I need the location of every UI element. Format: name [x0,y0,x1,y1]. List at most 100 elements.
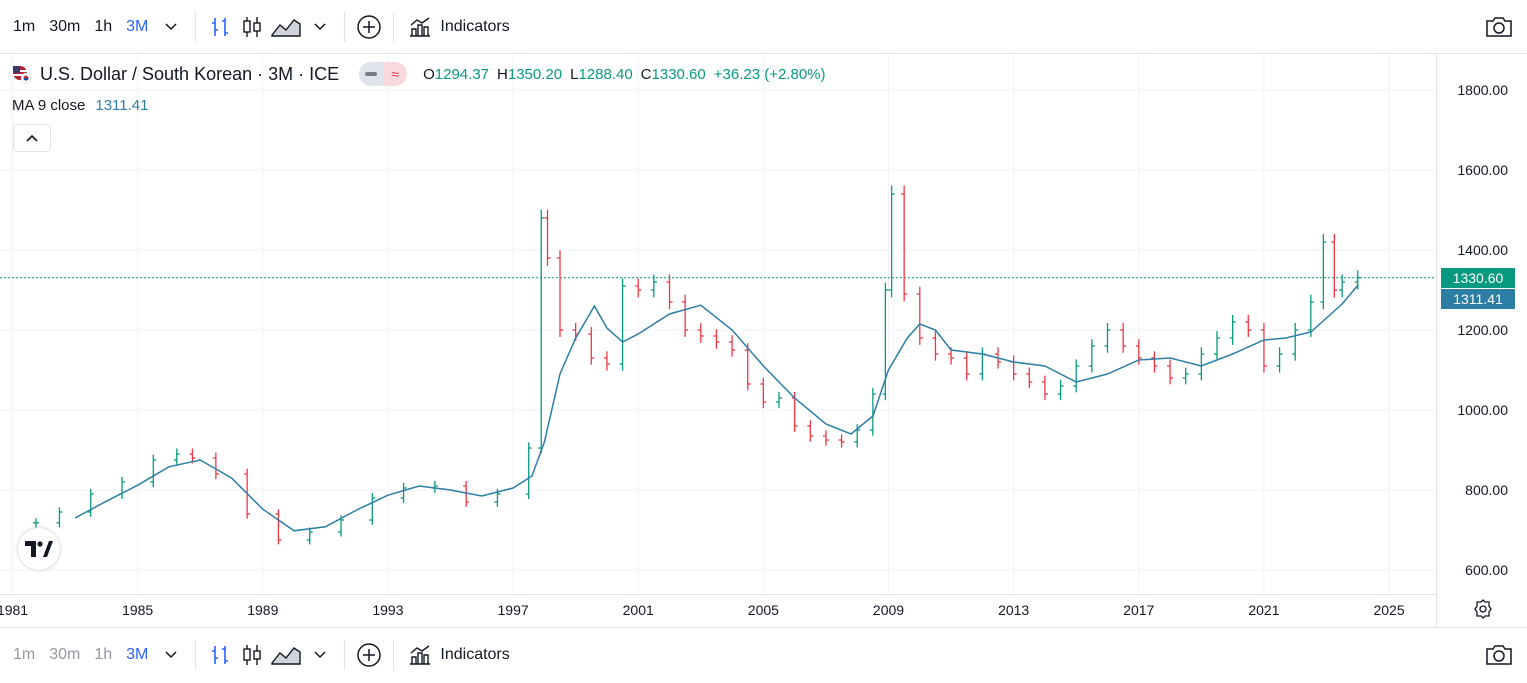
open-label: O [423,65,435,83]
ohlc-bar [1331,233,1338,298]
last-price-tag: 1330.60 [1441,267,1515,288]
compare-add-icon[interactable] [353,639,385,671]
indicators-button-bottom[interactable]: Indicators [402,644,515,666]
ohlc-bar [525,442,532,499]
time-tick-label: 2017 [1123,602,1154,618]
time-tick-label: 2001 [623,602,654,618]
interval-3M-bottom[interactable]: 3M [126,645,149,663]
ohlc-bar [400,482,407,503]
toolbar-divider [195,11,197,42]
time-tick-label: 1993 [372,602,403,618]
ohlc-bar [776,391,783,409]
interval-1m-bottom[interactable]: 1m [13,645,36,663]
ohlc-bar [650,274,657,298]
ohlc-bar [544,209,551,266]
ohlc-bar [369,493,376,525]
time-tick-label: 2009 [873,602,904,618]
time-tick-label: 1981 [0,602,28,618]
symbol-title[interactable]: U.S. Dollar / South Korean · 3M · ICE [40,63,340,84]
ohlc-bar [932,331,939,361]
chart-type-dropdown-chevron-icon[interactable] [304,639,336,671]
indicators-label: Indicators [440,17,510,35]
ohlc-bar [1057,379,1064,401]
price-axis-divider [1436,54,1437,627]
time-tick-label: 2005 [748,602,779,618]
interval-1h[interactable]: 1h [94,17,113,35]
time-axis[interactable]: 1981 1985 1989 1993 1997 2001 2005 2009 2013 2017… [0,602,1405,618]
candles-chart-type-icon[interactable] [236,11,268,43]
ohlc-bar [1073,359,1080,393]
ohlc-bar [32,518,39,528]
ohlc-bar [760,377,767,409]
price-chart[interactable]: 600.00 800.00 1000.00 1200.00 1400.00 1600.00… [0,54,1527,627]
collapse-legend-button[interactable] [13,124,51,152]
ohlc-bar [1307,294,1314,337]
bars-chart-type-icon[interactable] [204,639,236,671]
ohlc-bar [1354,270,1361,290]
ohlc-bar [1104,323,1111,353]
toolbar-divider [393,11,395,42]
ohlc-bar [729,335,736,357]
time-tick-label: 2013 [998,602,1029,618]
price-tick-label: 800.00 [1465,482,1508,498]
ohlc-bar [1320,233,1327,310]
time-tick-label: 1985 [122,602,153,618]
snapshot-camera-icon[interactable] [1483,11,1515,43]
open-value: 1294.37 [434,65,490,83]
top-toolbar: 1m 30m 1h 3M Indicators [0,0,1527,54]
ohlc-bar [682,294,689,337]
ohlc-bar [1276,347,1283,373]
ma-price-tag: 1311.41 [1441,288,1515,309]
ohlc-bar [744,343,751,391]
interval-dropdown-chevron-icon[interactable] [155,639,187,671]
interval-3M[interactable]: 3M [126,17,149,35]
legend-status-pill[interactable]: ≈ [359,62,408,86]
ma-label: MA 9 close [12,97,86,114]
ohlc-bar [1260,323,1267,373]
ohlc-bar [1214,331,1221,361]
tradingview-logo-icon[interactable] [18,528,60,570]
snapshot-camera-icon[interactable] [1483,639,1515,671]
symbol-legend: U.S. Dollar / South Korean · 3M · ICE ≈ … [12,62,826,86]
area-chart-type-icon[interactable] [268,639,304,671]
ohlc-bar [979,347,986,381]
price-tick-label: 1600.00 [1457,162,1508,178]
indicators-button[interactable]: Indicators [402,16,515,38]
candles-chart-type-icon[interactable] [236,639,268,671]
time-tick-label: 1989 [247,602,278,618]
delayed-data-icon: ≈ [383,62,408,86]
price-bars [32,185,1361,545]
chart-type-dropdown-chevron-icon[interactable] [304,11,336,43]
us-korea-flag-icon [13,66,32,84]
chart-grid [0,54,1436,594]
ohlc-bar [901,185,908,302]
price-axis[interactable]: 600.00 800.00 1000.00 1200.00 1400.00 1600.00… [1457,82,1508,578]
ohlc-bar [603,351,610,371]
interval-dropdown-chevron-icon[interactable] [155,11,187,43]
ohlc-bar [306,527,313,545]
ohlc-bar [1339,274,1346,298]
interval-30m-bottom[interactable]: 30m [49,645,81,663]
time-tick-label: 2025 [1373,602,1404,618]
ohlc-bar [963,351,970,381]
ohlc-bar [463,480,470,507]
close-value: 1330.60 [651,65,706,83]
ohlc-bar [713,329,720,349]
ohlc-bar [538,209,545,454]
area-chart-type-icon[interactable] [268,11,304,43]
ohlc-values: O1294.37 H1350.20 L1288.40 C1330.60 +36.… [423,66,825,83]
bars-chart-type-icon[interactable] [204,11,236,43]
ohlc-bar [869,387,876,436]
ohlc-bar [56,507,63,528]
ohlc-bar [1245,314,1252,337]
ohlc-bar [1182,367,1189,385]
ohlc-bar [1198,347,1205,381]
interval-1h-bottom[interactable]: 1h [94,645,113,663]
settings-gear-icon[interactable] [1472,598,1494,620]
ma-legend[interactable]: MA 9 close 1311.41 [12,97,148,114]
interval-1m[interactable]: 1m [13,17,36,35]
compare-add-icon[interactable] [353,11,385,43]
ohlc-bar [635,278,642,298]
ohlc-bar [916,286,923,345]
interval-30m[interactable]: 30m [49,17,81,35]
